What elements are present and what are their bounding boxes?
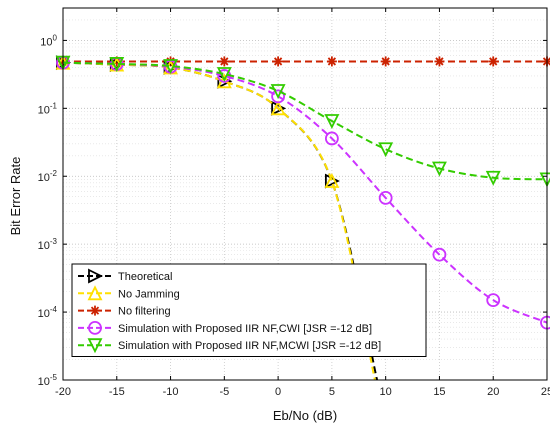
asterisk-stroke bbox=[489, 57, 498, 66]
y-tick-label: 10-5 bbox=[38, 373, 58, 388]
series-4 bbox=[55, 55, 550, 188]
data-point bbox=[109, 57, 125, 72]
plot-frame bbox=[62, 7, 548, 381]
data-point bbox=[326, 56, 337, 67]
y-tick-label: 10-3 bbox=[38, 237, 58, 252]
data-point bbox=[324, 173, 340, 189]
asterisk-stroke bbox=[90, 306, 100, 315]
x-tick-label: 0 bbox=[275, 386, 281, 398]
legend-marker bbox=[88, 320, 102, 335]
data-point bbox=[324, 173, 340, 188]
legend-marker bbox=[88, 268, 104, 284]
asterisk-stroke bbox=[381, 57, 390, 66]
data-point bbox=[270, 84, 286, 99]
data-point bbox=[216, 67, 232, 83]
data-point bbox=[434, 56, 445, 67]
data-point bbox=[378, 142, 394, 158]
x-tick-label: 20 bbox=[487, 386, 499, 398]
x-tick-label: 10 bbox=[380, 386, 392, 398]
x-tick-label: 5 bbox=[329, 386, 335, 398]
data-point bbox=[380, 56, 391, 67]
asterisk-stroke bbox=[273, 57, 283, 66]
data-point bbox=[486, 293, 501, 308]
y-tick-label: 10-4 bbox=[38, 305, 58, 320]
data-point bbox=[324, 131, 339, 146]
data-point bbox=[378, 190, 393, 205]
legend-box bbox=[71, 263, 427, 357]
data-point bbox=[485, 170, 501, 186]
x-tick-label: -10 bbox=[163, 386, 179, 398]
x-tick-label: 15 bbox=[433, 386, 445, 398]
data-point bbox=[488, 56, 499, 67]
x-tick-label: -20 bbox=[55, 386, 71, 398]
y-axis-label: Bit Error Rate bbox=[8, 157, 23, 236]
x-tick-label: -15 bbox=[109, 386, 125, 398]
legend: Theoretical No Jamming No filtering Simulat… bbox=[71, 263, 427, 357]
data-point bbox=[271, 100, 287, 116]
data-point bbox=[431, 161, 447, 177]
data-point bbox=[273, 56, 284, 67]
data-point bbox=[270, 100, 286, 116]
series-line bbox=[62, 61, 548, 324]
legend-label: Simulation with Proposed IIR NF,CWI [JSR… bbox=[118, 323, 372, 335]
asterisk-stroke bbox=[327, 57, 337, 66]
legend-marker bbox=[90, 305, 100, 316]
legend-label: No Jamming bbox=[118, 288, 180, 300]
data-point bbox=[163, 59, 179, 75]
legend-label: Theoretical bbox=[118, 271, 172, 283]
asterisk-stroke bbox=[435, 57, 444, 66]
x-tick-label: 25 bbox=[541, 386, 550, 398]
legend-label: Simulation with Proposed IIR NF,MCWI [JS… bbox=[118, 340, 381, 352]
y-tick-label: 10-2 bbox=[38, 169, 58, 184]
data-point bbox=[219, 56, 230, 67]
x-axis-label: Eb/No (dB) bbox=[273, 408, 337, 423]
data-point bbox=[271, 89, 286, 104]
asterisk-stroke bbox=[220, 57, 229, 66]
x-tick-label: -5 bbox=[219, 386, 229, 398]
x-axis-ticks: -20 -15 -10 -5 0 5 10 15 20 25 bbox=[55, 8, 550, 398]
y-tick-label: 10-1 bbox=[38, 101, 58, 116]
series-layer bbox=[55, 54, 550, 381]
legend-marker bbox=[87, 338, 103, 354]
y-axis-ticks: 100 10-1 10-2 10-3 10-4 10-5 bbox=[38, 33, 547, 388]
legend-label: No filtering bbox=[118, 306, 171, 318]
y-tick-label: 100 bbox=[40, 33, 57, 48]
data-point bbox=[432, 247, 447, 262]
legend-marker bbox=[87, 285, 103, 301]
data-point bbox=[324, 114, 340, 130]
series-line bbox=[62, 61, 548, 181]
